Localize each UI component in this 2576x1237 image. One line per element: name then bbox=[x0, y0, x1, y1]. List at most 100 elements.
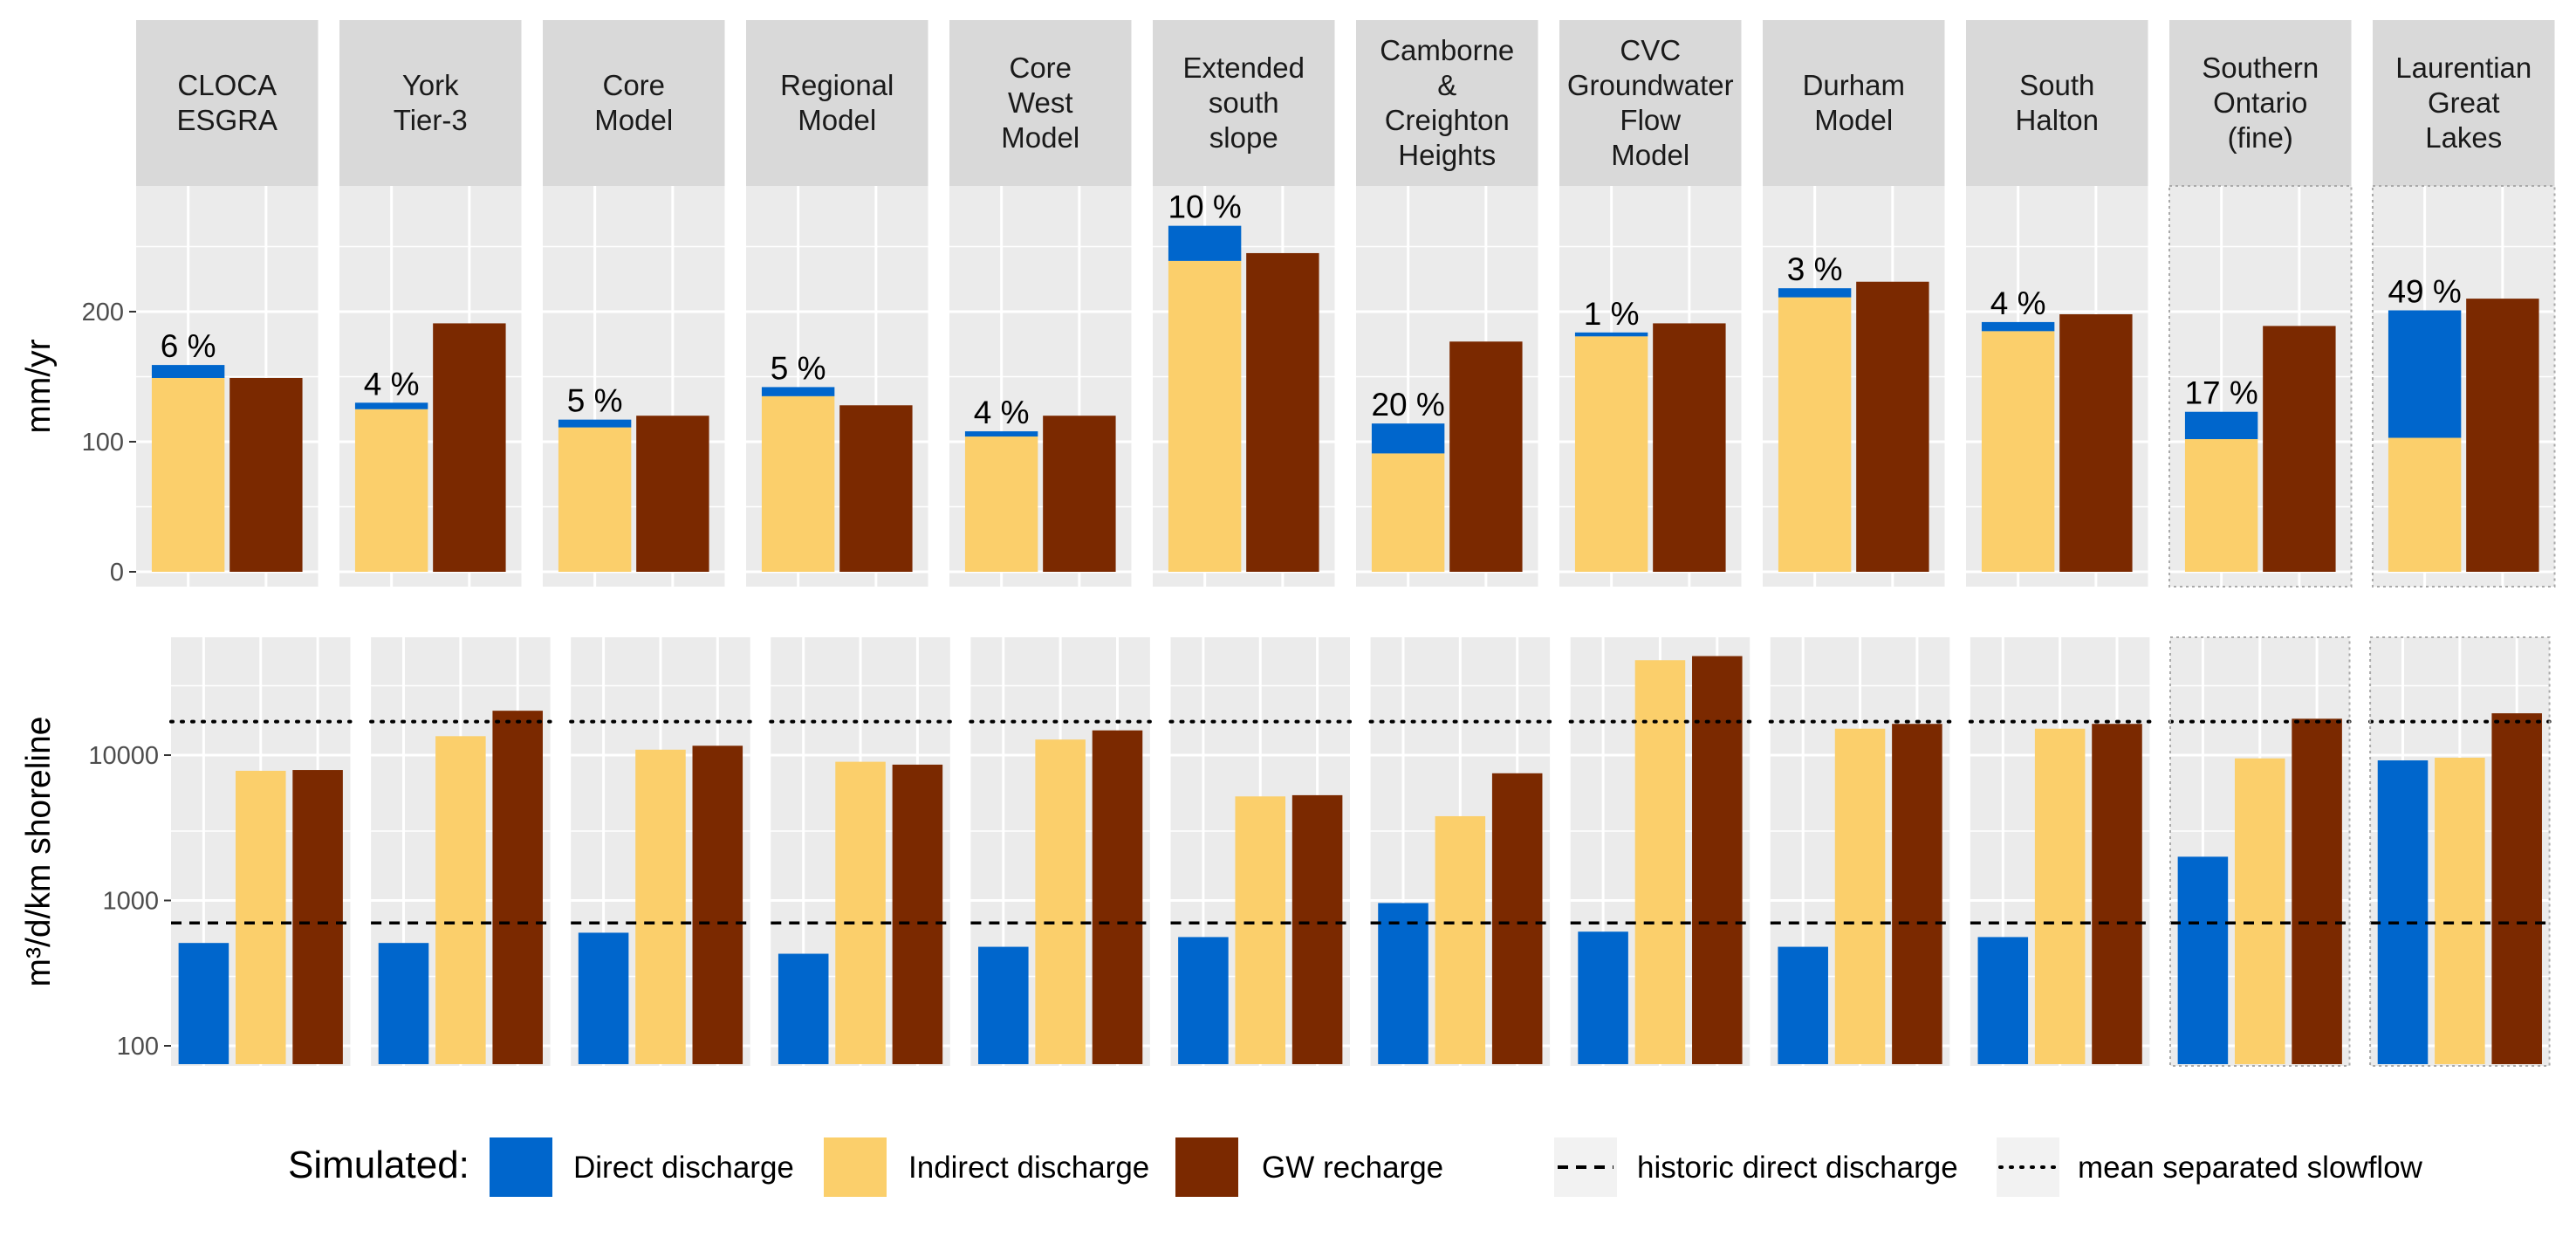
legend: Simulated: Direct discharge Indirect dis… bbox=[288, 1137, 2423, 1197]
strip-background bbox=[543, 20, 725, 186]
legend-label-historic: historic direct discharge bbox=[1637, 1151, 1958, 1185]
bar-indirect bbox=[2234, 758, 2285, 1064]
strip-label-line: Durham bbox=[1803, 69, 1905, 101]
bar-recharge bbox=[230, 377, 303, 572]
strip-label-line: slope bbox=[1209, 121, 1278, 154]
bar-direct bbox=[178, 943, 230, 1064]
bar-indirect bbox=[1778, 297, 1852, 572]
percent-label: 6 % bbox=[161, 328, 216, 364]
bar-recharge bbox=[1491, 773, 1543, 1064]
strip-background bbox=[2169, 20, 2352, 186]
strip-label-line: Laurentian bbox=[2395, 52, 2531, 84]
strip-label: Core West Model bbox=[1001, 52, 1079, 154]
panel-highlight-border bbox=[2169, 636, 2351, 1067]
percent-label: 20 % bbox=[1371, 387, 1444, 423]
legend-label-recharge: GW recharge bbox=[1262, 1151, 1443, 1185]
bar-indirect bbox=[558, 427, 632, 572]
bar-recharge bbox=[1246, 252, 1319, 572]
strip-label: CVC Groundwater Flow Model bbox=[1567, 34, 1734, 171]
bar-direct bbox=[1371, 423, 1445, 454]
strip-label-line: Model bbox=[1814, 104, 1893, 136]
top-panel-6: Camborne & Creighton Heights 20 % bbox=[1356, 20, 1538, 587]
percent-label: 1 % bbox=[1584, 296, 1640, 332]
bar-indirect bbox=[235, 770, 286, 1064]
strip-label-line: South bbox=[2019, 69, 2094, 101]
bar-indirect bbox=[835, 761, 886, 1064]
top-panel-3: Regional Model 5 % bbox=[746, 20, 928, 587]
strip-label-line: Lakes bbox=[2425, 121, 2502, 154]
bottom-panel-0 bbox=[169, 637, 353, 1066]
bar-recharge bbox=[692, 746, 743, 1064]
bar-indirect bbox=[761, 395, 835, 572]
strip-label-line: Core bbox=[1009, 52, 1072, 84]
bar-indirect bbox=[964, 436, 1038, 572]
bar-indirect bbox=[2388, 437, 2462, 572]
y-tick-label: 100 bbox=[117, 1033, 159, 1061]
top-panel-10: Southern Ontario (fine) 17 % bbox=[2168, 20, 2353, 588]
bar-recharge bbox=[492, 711, 543, 1064]
bar-direct bbox=[354, 402, 428, 409]
top-panel-2: Core Model 5 % bbox=[543, 20, 725, 587]
bottom-panel-11 bbox=[2368, 636, 2552, 1067]
bottom-panel-2 bbox=[569, 637, 752, 1066]
bar-indirect bbox=[1634, 660, 1686, 1064]
bar-direct bbox=[964, 431, 1038, 437]
panel-highlight-border bbox=[2372, 185, 2556, 588]
bar-recharge bbox=[1892, 724, 1942, 1064]
legend-label-direct: Direct discharge bbox=[573, 1151, 794, 1185]
legend-label-slowflow: mean separated slowflow bbox=[2078, 1151, 2423, 1185]
strip-label: South Halton bbox=[2016, 69, 2099, 136]
bar-indirect bbox=[1035, 739, 1086, 1064]
legend-key-recharge bbox=[1175, 1137, 1238, 1197]
strip-label-line: (fine) bbox=[2228, 121, 2293, 154]
bar-indirect bbox=[1235, 796, 1286, 1064]
strip-label-line: Heights bbox=[1398, 139, 1496, 171]
bar-recharge bbox=[2059, 313, 2133, 572]
bar-direct bbox=[1778, 946, 1828, 1064]
strip-label-line: West bbox=[1008, 86, 1073, 119]
bar-indirect bbox=[2034, 728, 2086, 1064]
bar-recharge bbox=[839, 405, 913, 572]
strip-label: Extended south slope bbox=[1183, 52, 1305, 154]
strip-label: York Tier-3 bbox=[394, 69, 468, 136]
strip-label-line: Creighton bbox=[1385, 104, 1510, 136]
strip-label: Durham Model bbox=[1803, 69, 1905, 136]
bar-indirect bbox=[435, 736, 486, 1064]
percent-label: 10 % bbox=[1168, 189, 1241, 225]
bar-direct bbox=[2177, 856, 2229, 1064]
bar-recharge bbox=[1291, 794, 1343, 1064]
strip-label-line: Tier-3 bbox=[394, 104, 468, 136]
strip-label-line: ESGRA bbox=[176, 104, 277, 136]
strip-background bbox=[136, 20, 319, 186]
bottom-panel-4 bbox=[969, 637, 1152, 1066]
percent-label: 17 % bbox=[2184, 375, 2257, 411]
strip-label: Core Model bbox=[594, 69, 673, 136]
top-panel-4: Core West Model 4 % bbox=[949, 20, 1132, 587]
strip-background bbox=[949, 20, 1132, 186]
bar-indirect bbox=[1435, 815, 1486, 1064]
percent-label: 5 % bbox=[771, 350, 826, 386]
percent-label: 4 % bbox=[1990, 285, 2046, 321]
legend-key-indirect bbox=[824, 1137, 887, 1197]
strip-background bbox=[746, 20, 928, 186]
bar-recharge bbox=[892, 764, 943, 1064]
bar-indirect bbox=[354, 409, 428, 572]
strip-label: Southern Ontario (fine) bbox=[2202, 52, 2319, 154]
bar-direct bbox=[151, 365, 225, 378]
bar-direct bbox=[1578, 931, 1628, 1064]
bar-direct bbox=[978, 946, 1029, 1064]
top-panel-8: Durham Model 3 % bbox=[1763, 20, 1945, 587]
strip-label-line: Core bbox=[602, 69, 665, 101]
bar-direct bbox=[378, 943, 429, 1064]
top-panel-11: Laurentian Great Lakes 49 % bbox=[2372, 20, 2556, 588]
strip-label-line: Regional bbox=[780, 69, 894, 101]
y-tick-label: 0 bbox=[110, 559, 124, 587]
bar-indirect bbox=[2435, 757, 2485, 1064]
bar-recharge bbox=[2263, 326, 2336, 572]
percent-label: 3 % bbox=[1787, 251, 1843, 287]
bar-recharge bbox=[1653, 323, 1726, 572]
bar-direct bbox=[558, 419, 632, 428]
bottom-panel-8 bbox=[1768, 637, 1952, 1066]
